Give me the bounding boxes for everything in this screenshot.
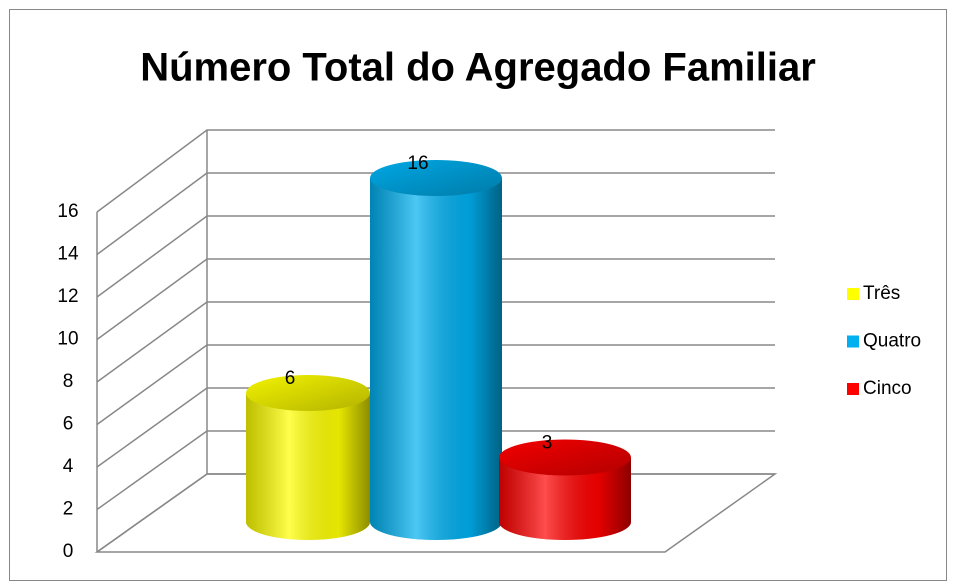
bar-shading [246,393,370,540]
grid-line [96,430,775,511]
legend-swatch [847,383,859,395]
bar [246,375,370,540]
grid-line [96,344,775,426]
y-tick-label: 16 [57,201,78,222]
grid-line [96,215,775,298]
y-tick-label: 10 [57,329,78,350]
legend-swatch [847,288,859,300]
bar-top-shading [370,160,502,196]
grid-line [96,258,775,341]
bar-top-shading [499,439,631,476]
chart-title: Número Total do Agregado Familiar [140,46,816,90]
y-tick-label: 12 [57,286,78,307]
y-tick-label: 14 [57,244,79,265]
legend-label: Cinco [863,378,912,399]
bar-top-shading [246,375,370,411]
grid-line [96,172,775,256]
y-tick-label: 6 [63,414,74,435]
grid-line [96,129,775,213]
bar-shading [499,457,631,540]
y-tick-label: 2 [63,499,74,520]
y-tick-label: 4 [63,456,74,477]
value-label: 16 [407,153,428,174]
value-label: 3 [542,433,553,454]
legend-label: Três [863,283,900,304]
y-tick-label: 0 [63,541,74,562]
grid-line [96,387,775,468]
bar-shading [370,178,502,540]
legend-swatch [847,335,859,348]
y-tick-label: 8 [63,371,74,392]
grid-line [96,301,775,383]
bar [370,160,502,540]
legend-label: Quatro [863,331,921,352]
value-label: 6 [285,368,296,389]
bar [499,439,631,540]
